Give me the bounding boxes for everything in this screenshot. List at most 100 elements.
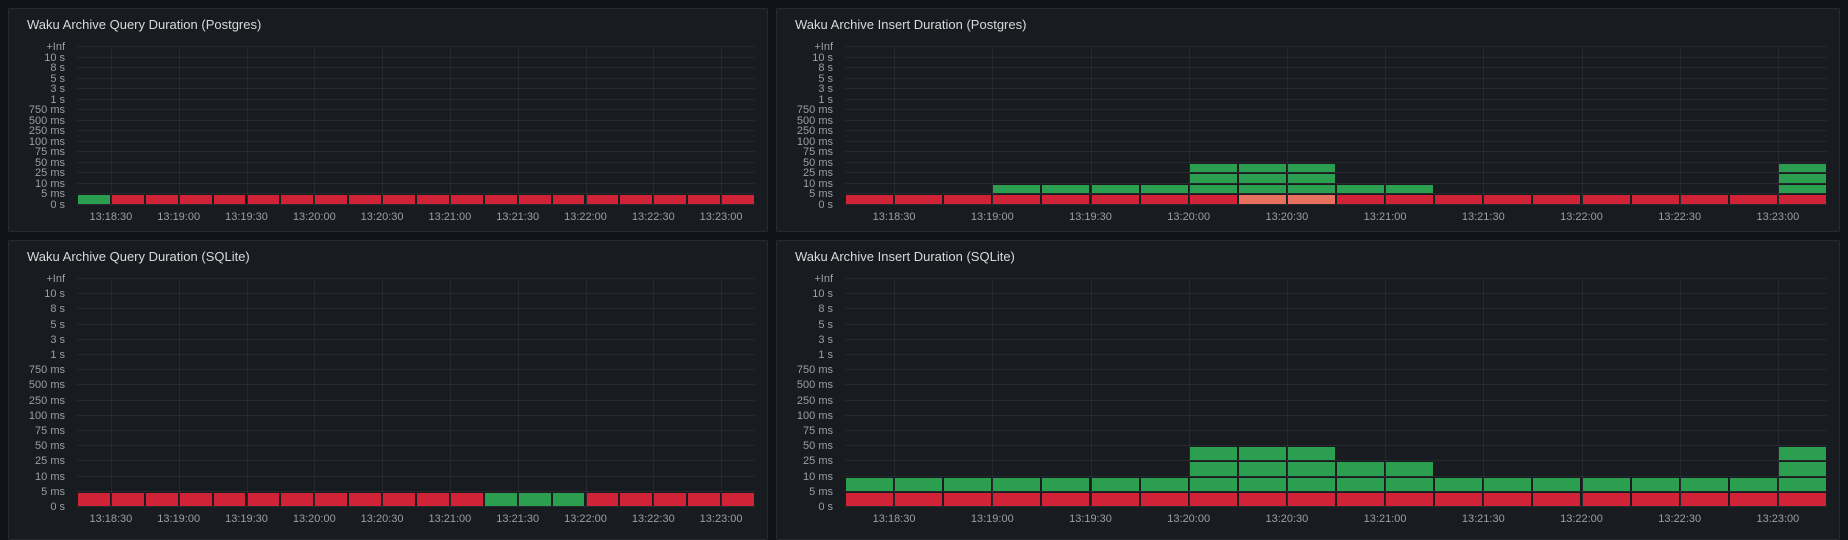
gridline-vertical	[110, 279, 112, 507]
x-tick-label: 13:22:30	[631, 513, 675, 525]
heatmap-cell	[1680, 477, 1728, 491]
y-tick-label: 1 s	[818, 93, 833, 106]
gridline-horizontal	[77, 77, 755, 79]
heatmap-cell	[1287, 184, 1335, 194]
y-tick-label: 25 ms	[35, 455, 65, 468]
gridline-horizontal	[77, 384, 755, 386]
gridline-vertical	[246, 279, 248, 507]
y-tick-label: 50 ms	[803, 156, 833, 169]
x-tick-label: 13:18:30	[89, 513, 133, 525]
y-tick-label: 10 ms	[803, 470, 833, 483]
heatmap-cell	[846, 477, 894, 491]
gridline-horizontal	[77, 161, 755, 163]
gridline-horizontal	[845, 414, 1827, 416]
x-tick-label: 13:21:00	[428, 211, 472, 223]
heatmap-cell	[552, 195, 585, 204]
heatmap-cell	[179, 492, 212, 506]
gridline-horizontal	[77, 46, 755, 47]
y-tick-label: 750 ms	[28, 104, 65, 117]
heatmap-cell	[1778, 447, 1826, 461]
gridline-horizontal	[77, 293, 755, 295]
gridline-horizontal	[845, 460, 1827, 462]
gridline-horizontal	[845, 308, 1827, 310]
gridline-vertical	[992, 279, 994, 507]
heatmap-cell	[846, 195, 894, 204]
y-tick-label: 0 s	[818, 199, 833, 211]
y-tick-label: 250 ms	[28, 125, 65, 138]
heatmap-cell	[78, 195, 110, 204]
y-tick-label: 1 s	[818, 349, 833, 361]
x-tick-label: 13:22:00	[564, 513, 607, 525]
gridline-vertical	[1090, 47, 1092, 205]
heatmap-cell	[349, 195, 382, 204]
heatmap-cell	[1287, 163, 1335, 173]
heatmap-cell	[1680, 492, 1728, 506]
y-tick-label: 5 s	[50, 72, 65, 85]
heatmap-cell	[1337, 492, 1385, 506]
heatmap-cell	[993, 195, 1041, 204]
heatmap-cell	[1140, 477, 1188, 491]
x-tick-label: 13:22:30	[1658, 211, 1702, 223]
heatmap-cell	[383, 195, 415, 204]
y-tick-label: 100 ms	[28, 409, 65, 422]
gridline-horizontal	[845, 98, 1827, 100]
x-axis-labels: 13:18:30 13:19:00 13:19:30 13:20:00 13:20:30…	[77, 211, 755, 225]
x-tick-label: 13:23:00	[699, 513, 743, 525]
gridline-horizontal	[845, 369, 1827, 371]
gridline-horizontal	[845, 445, 1827, 447]
heatmap-plot[interactable]	[845, 278, 1827, 507]
heatmap-cell	[654, 492, 687, 506]
gridline-vertical	[894, 47, 896, 205]
y-tick-label: 100 ms	[796, 409, 833, 422]
heatmap-cell	[1140, 184, 1188, 194]
heatmap-cell	[1238, 195, 1286, 204]
heatmap-cell	[1042, 195, 1090, 204]
gridline-horizontal	[77, 140, 755, 142]
x-tick-label: 13:22:30	[1658, 513, 1702, 525]
gridline-horizontal	[845, 293, 1827, 295]
panel-title[interactable]: Waku Archive Insert Duration (Postgres)	[795, 17, 1027, 32]
heatmap-cell	[1729, 477, 1777, 491]
panel-insert-postgres: Waku Archive Insert Duration (Postgres) …	[776, 8, 1840, 232]
x-tick-label: 13:19:00	[157, 513, 201, 525]
heatmap-cell	[1778, 492, 1826, 506]
gridline-horizontal	[845, 182, 1827, 184]
heatmap-cell	[993, 492, 1041, 506]
heatmap-cell	[1778, 163, 1826, 173]
heatmap-cell	[450, 195, 483, 204]
gridline-vertical	[382, 279, 384, 507]
panel-title[interactable]: Waku Archive Query Duration (SQLite)	[27, 249, 250, 264]
heatmap-cell	[1484, 477, 1532, 491]
heatmap-cell	[620, 492, 653, 506]
heatmap-plot[interactable]	[845, 46, 1827, 205]
panel-header: Waku Archive Insert Duration (Postgres)	[777, 9, 1839, 39]
heatmap-cell	[586, 492, 619, 506]
y-tick-label: 0 s	[50, 199, 65, 211]
y-tick-label: 5 ms	[41, 188, 65, 201]
gridline-vertical	[449, 279, 451, 507]
panel-title[interactable]: Waku Archive Query Duration (Postgres)	[27, 17, 262, 32]
x-tick-label: 13:22:30	[631, 211, 675, 223]
x-tick-label: 13:20:30	[1265, 513, 1309, 525]
gridline-vertical	[517, 279, 519, 507]
gridline-vertical	[1483, 279, 1485, 507]
gridline-vertical	[721, 279, 723, 507]
heatmap-cell	[1091, 492, 1139, 506]
heatmap-plot[interactable]	[77, 278, 755, 507]
heatmap-plot[interactable]	[77, 46, 755, 205]
heatmap-cell	[145, 195, 178, 204]
gridline-horizontal	[845, 67, 1827, 69]
y-tick-label: +Inf	[814, 273, 833, 285]
heatmap-cell	[1238, 492, 1286, 506]
grafana-dashboard: Waku Archive Query Duration (Postgres) 0…	[8, 8, 1840, 540]
panel-title[interactable]: Waku Archive Insert Duration (SQLite)	[795, 249, 1015, 264]
y-tick-label: 0 s	[50, 501, 65, 513]
gridline-horizontal	[845, 193, 1827, 195]
heatmap-cell	[111, 195, 144, 204]
gridline-vertical	[1188, 47, 1190, 205]
gridline-horizontal	[77, 399, 755, 401]
heatmap-cell	[1337, 195, 1385, 204]
gridline-horizontal	[845, 172, 1827, 174]
